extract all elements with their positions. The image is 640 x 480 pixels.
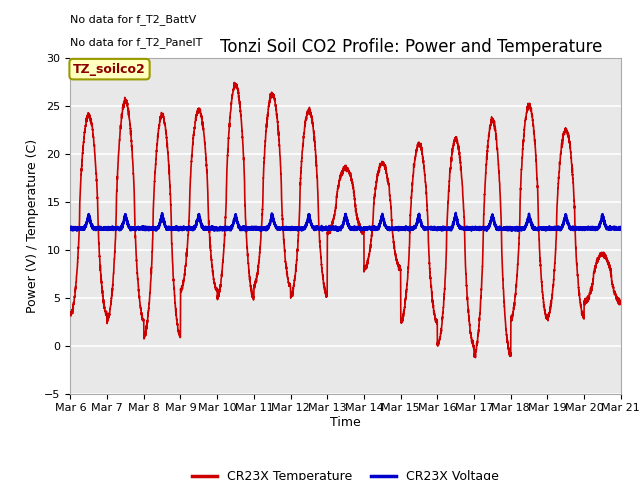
Legend: CR23X Temperature, CR23X Voltage: CR23X Temperature, CR23X Voltage: [187, 465, 504, 480]
Text: No data for f_T2_PanelT: No data for f_T2_PanelT: [70, 37, 203, 48]
X-axis label: Time: Time: [330, 416, 361, 429]
Text: No data for f_T2_BattV: No data for f_T2_BattV: [70, 14, 196, 25]
Text: TZ_soilco2: TZ_soilco2: [73, 63, 146, 76]
Y-axis label: Power (V) / Temperature (C): Power (V) / Temperature (C): [26, 139, 39, 312]
Title: Tonzi Soil CO2 Profile: Power and Temperature: Tonzi Soil CO2 Profile: Power and Temper…: [220, 38, 603, 56]
